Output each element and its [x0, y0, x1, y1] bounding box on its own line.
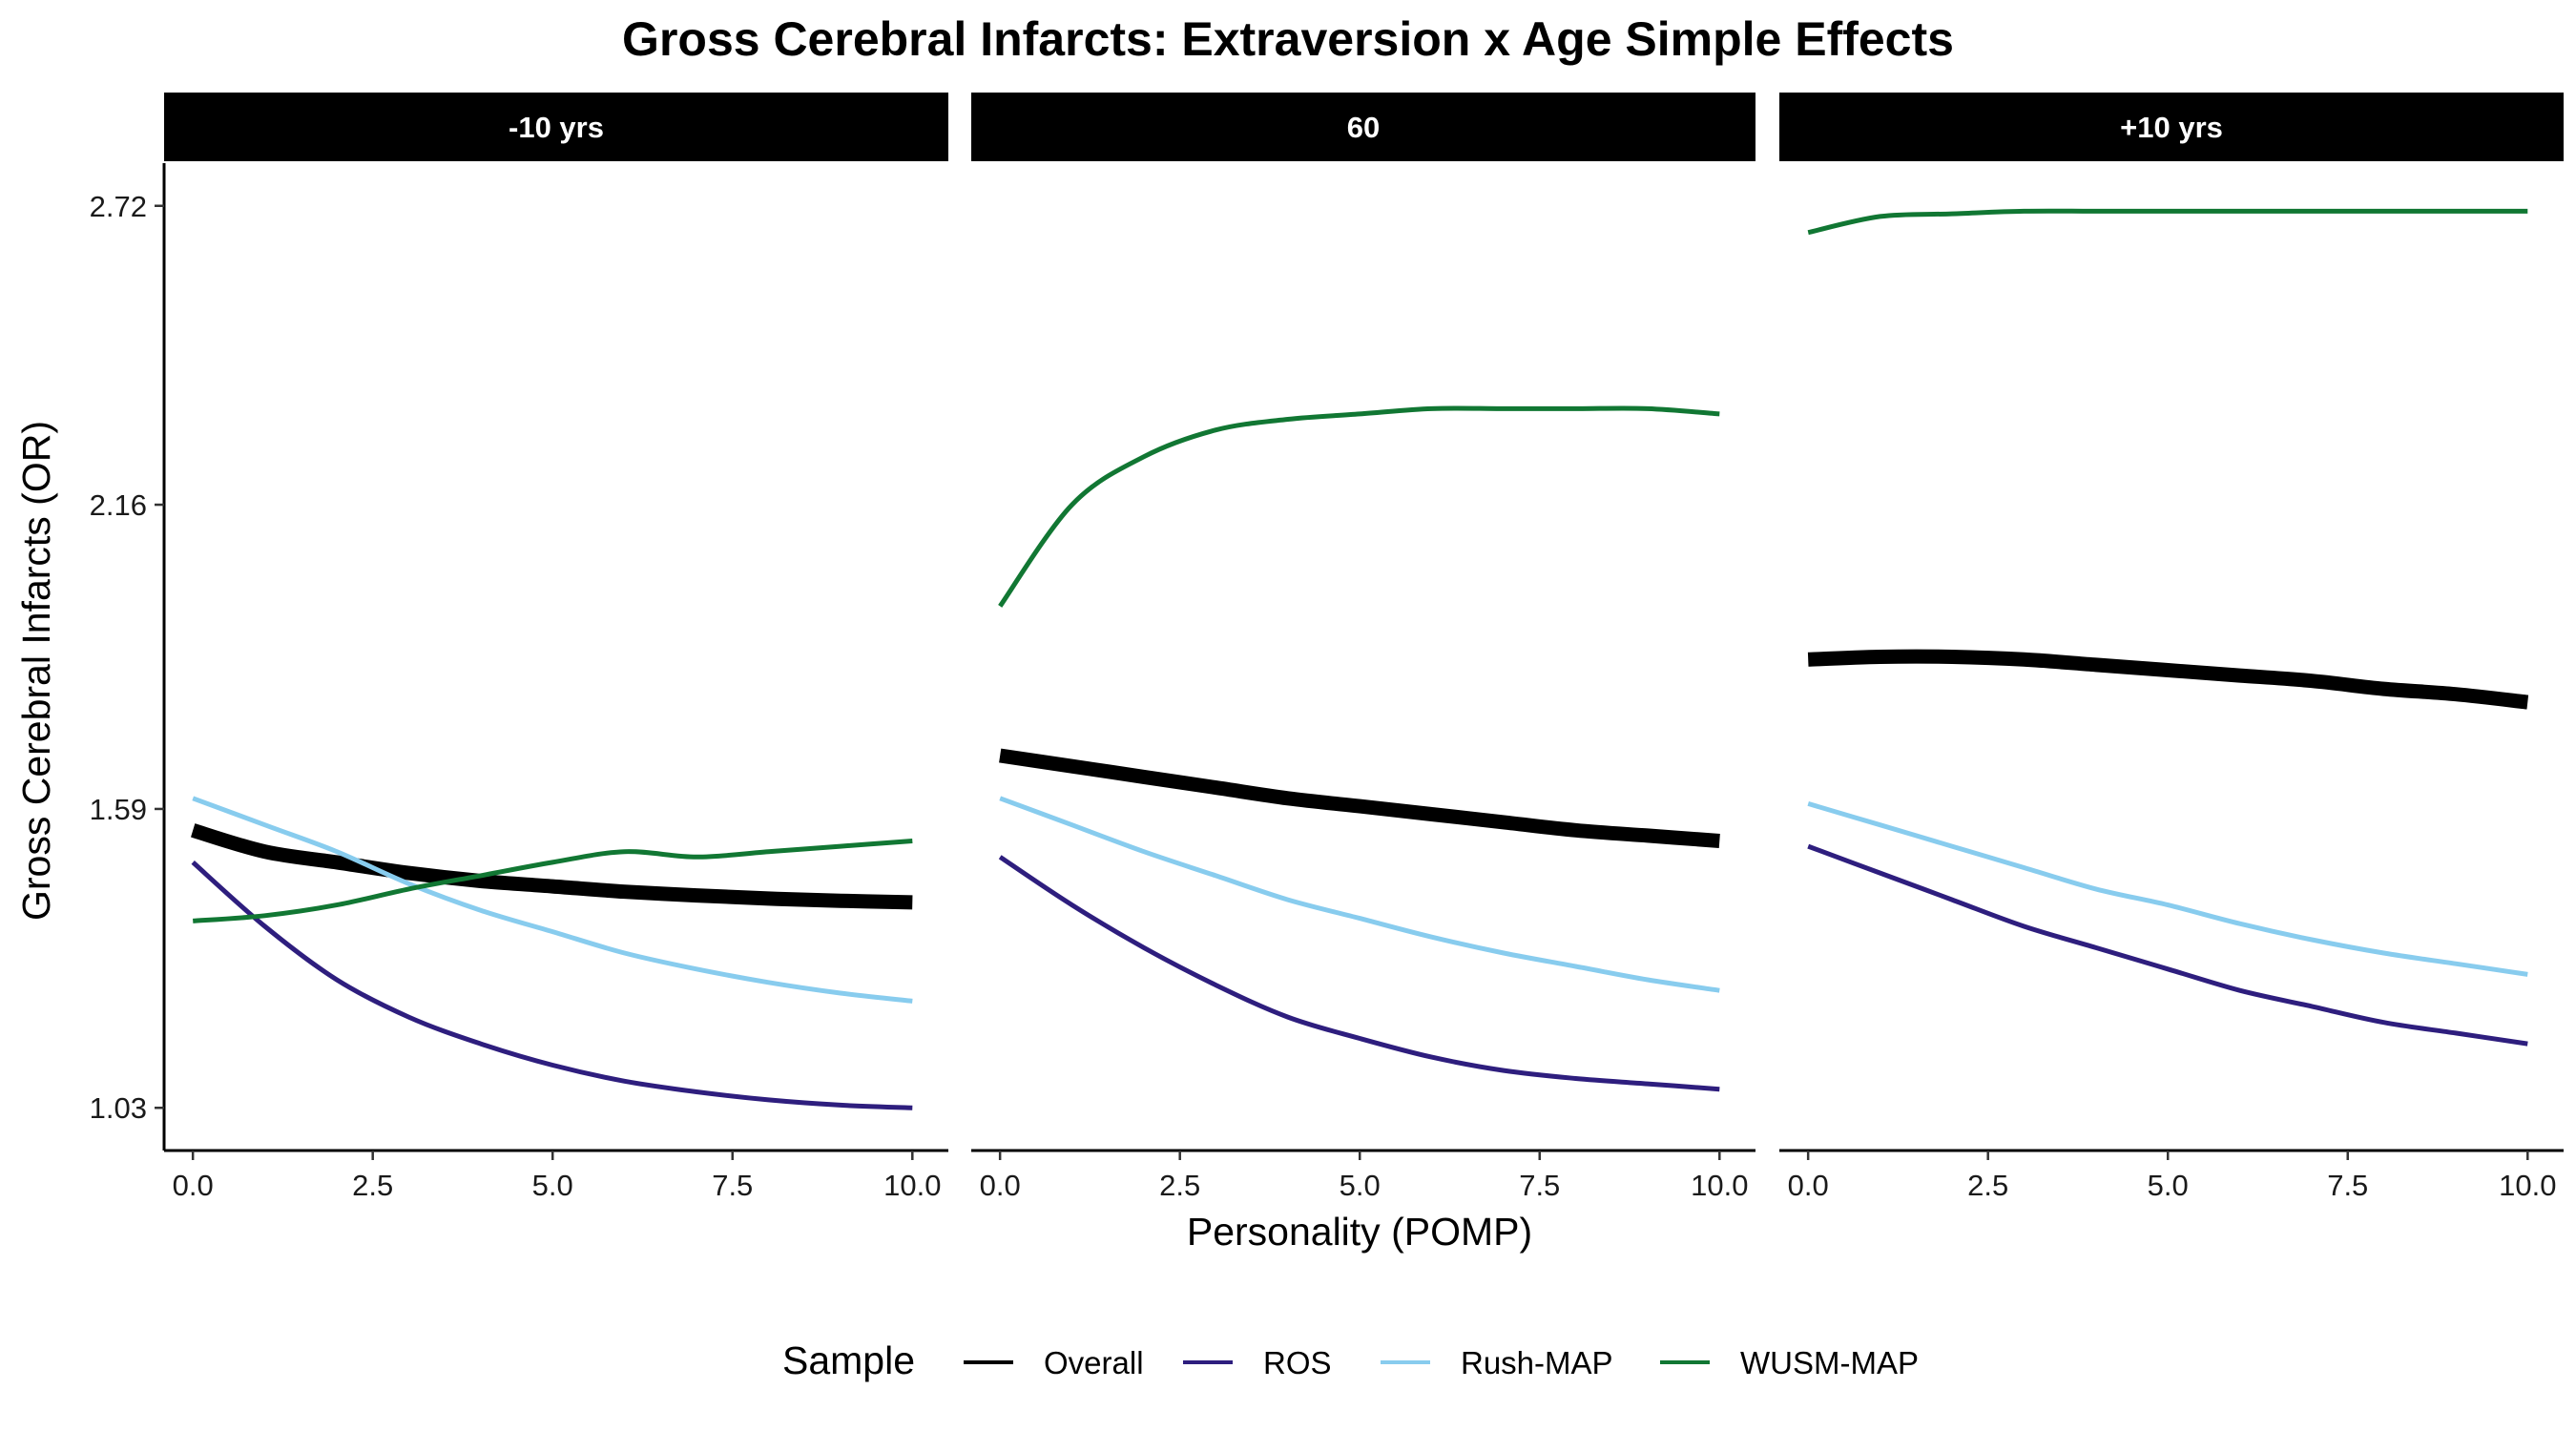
facet-panel: 60 0.0 2.5 5.0 7.5 10.0 — [971, 93, 1755, 1202]
series-line-ros — [998, 855, 1720, 1092]
x-axis-title: Personality (POMP) — [1187, 1210, 1532, 1254]
x-tick-label: 10.0 — [1691, 1169, 1748, 1202]
x-tick-label: 5.0 — [1340, 1169, 1381, 1202]
legend-label: WUSM-MAP — [1740, 1345, 1919, 1380]
series-line-overall — [1807, 649, 2529, 710]
y-axis-title: Gross Cerebral Infarcts (OR) — [14, 421, 58, 921]
x-tick-label: 0.0 — [173, 1169, 214, 1202]
x-tick-label: 7.5 — [712, 1169, 753, 1202]
legend-label: Rush-MAP — [1461, 1345, 1613, 1380]
facet-panel: -10 yrs 0.0 2.5 5.0 7.5 10.0 1.03 1.59 2.16 2.72 — [90, 93, 948, 1202]
x-tick-label: 2.5 — [1159, 1169, 1200, 1202]
series-line-ros — [1807, 843, 2528, 1047]
x-tick-label: 7.5 — [1519, 1169, 1560, 1202]
legend-label: Overall — [1044, 1345, 1144, 1380]
facet-strip — [164, 93, 948, 161]
x-tick-label: 10.0 — [883, 1169, 941, 1202]
facet-panel: +10 yrs 0.0 2.5 5.0 7.5 10.0 — [1779, 93, 2564, 1202]
series-line-wusm-map — [998, 405, 1720, 608]
series-line-overall — [999, 748, 1720, 848]
x-tick-label: 7.5 — [2327, 1169, 2368, 1202]
facet-panels: -10 yrs 0.0 2.5 5.0 7.5 10.0 1.03 1.59 2.16 2.72 6… — [90, 93, 2564, 1202]
x-tick-label: 0.0 — [980, 1169, 1021, 1202]
facet-strip-label: +10 yrs — [2120, 111, 2223, 144]
x-tick-label: 2.5 — [352, 1169, 393, 1202]
facet-strip — [1779, 93, 2564, 161]
series-line-rush-map — [999, 796, 1720, 993]
y-tick-label: 1.03 — [90, 1091, 147, 1125]
x-tick-label: 0.0 — [1788, 1169, 1829, 1202]
legend-title: Sample — [782, 1338, 915, 1382]
facet-strip — [971, 93, 1755, 161]
legend-label: ROS — [1263, 1345, 1332, 1380]
series-line-ros — [191, 861, 913, 1110]
y-tick-label: 2.16 — [90, 488, 147, 522]
x-tick-label: 10.0 — [2499, 1169, 2556, 1202]
legend: Sample Overall ROS Rush-MAP WUSM-MAP — [782, 1338, 1919, 1382]
x-tick-label: 5.0 — [2148, 1169, 2189, 1202]
x-tick-label: 5.0 — [532, 1169, 573, 1202]
x-tick-label: 2.5 — [1967, 1169, 2008, 1202]
series-line-wusm-map — [193, 839, 913, 923]
y-tick-label: 1.59 — [90, 793, 147, 826]
y-tick-label: 2.72 — [90, 190, 147, 223]
series-line-rush-map — [192, 796, 913, 1004]
series-line-rush-map — [1807, 801, 2528, 977]
series-line-overall — [190, 823, 913, 910]
facet-strip-label: 60 — [1347, 111, 1380, 144]
facet-strip-label: -10 yrs — [509, 111, 604, 144]
chart-title: Gross Cerebral Infarcts: Extraversion x … — [622, 12, 1954, 66]
series-line-wusm-map — [1807, 208, 2528, 236]
